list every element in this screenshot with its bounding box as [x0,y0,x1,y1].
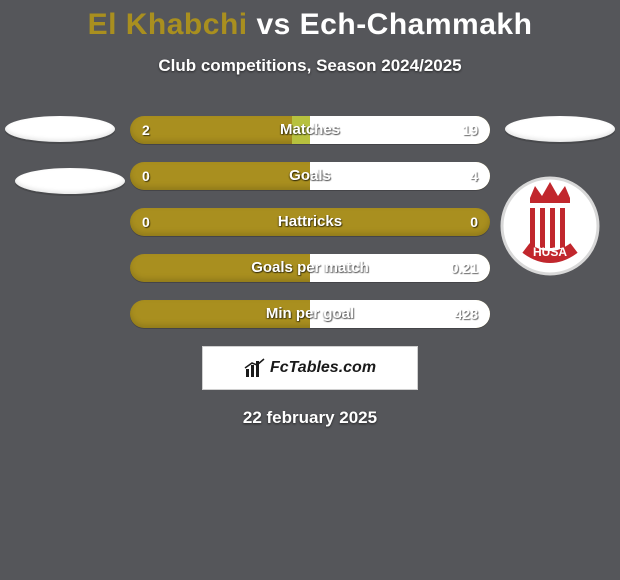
title-player-right: Ech-Chammakh [300,8,533,41]
stat-row: 00Hattricks [130,208,490,236]
stats-zone: HUSA 219Matches 04Goals 00Hattricks 0.21Goa… [0,116,620,328]
logo-text: FcTables.com [270,359,376,377]
title-vs: vs [256,8,290,41]
club-crest-icon: HUSA [500,166,600,286]
crest-text: HUSA [533,245,567,259]
stat-label: Matches [130,116,490,144]
player-silhouette-ellipse [15,168,125,194]
stat-row: 219Matches [130,116,490,144]
fctables-logo-card: FcTables.com [202,346,418,390]
stat-label: Hattricks [130,208,490,236]
title-player-left: El Khabchi [88,8,248,41]
subtitle: Club competitions, Season 2024/2025 [0,56,620,76]
generation-date: 22 february 2025 [0,408,620,428]
stat-row: 0.21Goals per match [130,254,490,282]
stat-label: Goals [130,162,490,190]
stat-row: 04Goals [130,162,490,190]
stat-label: Min per goal [130,300,490,328]
stat-row: 428Min per goal [130,300,490,328]
stat-label: Goals per match [130,254,490,282]
bar-chart-icon [244,357,266,379]
player-silhouette-ellipse [505,116,615,142]
club-badge-right: HUSA [500,166,600,286]
page-title: El Khabchi vs Ech-Chammakh [0,8,620,42]
stat-rows: 219Matches 04Goals 00Hattricks 0.21Goals pe… [130,116,490,328]
comparison-infographic: El Khabchi vs Ech-Chammakh Club competit… [0,0,620,580]
player-silhouette-ellipse [5,116,115,142]
